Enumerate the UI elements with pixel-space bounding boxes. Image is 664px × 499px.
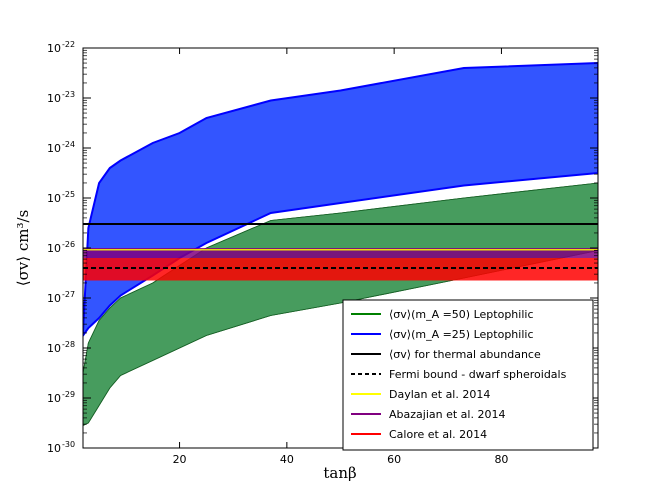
y-tick-label-6: 10 — [47, 142, 61, 155]
x-tick-label-3: 80 — [494, 453, 508, 466]
y-tick-label-exp: -27 — [62, 290, 75, 299]
plot-area — [83, 61, 598, 426]
y-tick-label-3: 10 — [47, 292, 61, 305]
y-tick-label-8: 10 — [47, 42, 61, 55]
hband-2 — [83, 249, 598, 251]
y-tick-label-5: 10 — [47, 192, 61, 205]
y-tick-label-exp: -23 — [62, 90, 75, 99]
hband-1 — [83, 248, 598, 258]
y-tick-label-base: 10 — [47, 42, 61, 55]
x-axis: 20 40 60 80 — [173, 48, 508, 466]
x-tick-label-1: 40 — [280, 453, 294, 466]
legend-box — [342, 299, 594, 451]
legend-label-5: Abazajian et al. 2014 — [389, 408, 505, 421]
y-tick-label-exp: -25 — [62, 190, 75, 199]
y-tick-label-exp: -28 — [62, 340, 75, 349]
legend-label-6: Calore et al. 2014 — [389, 428, 487, 441]
band-ma25 — [83, 61, 598, 338]
y-tick-label-exp: -30 — [62, 440, 75, 449]
y-tick-label-0: 10 — [47, 442, 61, 455]
y-tick-label-base: 10 — [47, 242, 61, 255]
x-tick-label-0: 20 — [173, 453, 187, 466]
y-axis: 10-3010-2910-2810-2710-2610-2510-2410-23… — [47, 40, 598, 455]
x-tick-label-2: 60 — [387, 453, 401, 466]
legend-label-3: Fermi bound - dwarf spheroidals — [389, 368, 567, 381]
legend-label-2: ⟨σv⟩ for thermal abundance — [389, 348, 541, 361]
y-tick-label-base: 10 — [47, 442, 61, 455]
y-tick-label-base: 10 — [47, 92, 61, 105]
y-tick-label-base: 10 — [47, 292, 61, 305]
y-tick-label-base: 10 — [47, 142, 61, 155]
y-tick-label-2: 10 — [47, 342, 61, 355]
legend-label-4: Daylan et al. 2014 — [389, 388, 490, 401]
band-ma50-overlay — [83, 182, 598, 426]
y-tick-label-1: 10 — [47, 392, 61, 405]
y-tick-label-exp: -29 — [62, 390, 75, 399]
y-axis-label: ⟨σv⟩ cm³/s — [14, 210, 32, 287]
y-tick-label-base: 10 — [47, 392, 61, 405]
legend-label-0: ⟨σv⟩(m_A =50) Leptophilic — [389, 308, 534, 321]
x-axis-label: tanβ — [323, 464, 356, 482]
y-tick-label-exp: -22 — [62, 40, 75, 49]
y-tick-label-exp: -26 — [62, 240, 75, 249]
legend: ⟨σv⟩(m_A =50) Leptophilic ⟨σv⟩(m_A =25) L… — [342, 299, 594, 451]
y-tick-label-base: 10 — [47, 342, 61, 355]
y-tick-label-base: 10 — [47, 192, 61, 205]
y-tick-label-4: 10 — [47, 242, 61, 255]
y-tick-label-exp: -24 — [62, 140, 75, 149]
y-tick-label-7: 10 — [47, 92, 61, 105]
hband-0 — [83, 258, 598, 281]
legend-label-1: ⟨σv⟩(m_A =25) Leptophilic — [389, 328, 534, 341]
